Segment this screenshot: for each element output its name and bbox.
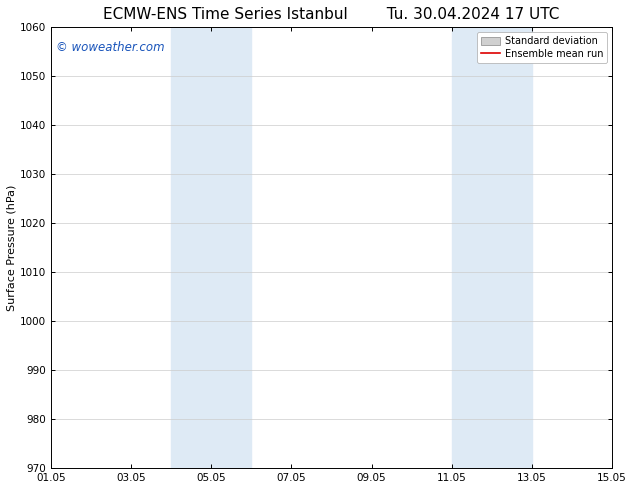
Y-axis label: Surface Pressure (hPa): Surface Pressure (hPa) (7, 185, 17, 311)
Text: © woweather.com: © woweather.com (56, 41, 165, 53)
Bar (171, 27, 251, 468)
Title: ECMW-ENS Time Series Istanbul        Tu. 30.04.2024 17 UTC: ECMW-ENS Time Series Istanbul Tu. 30.04.… (103, 7, 560, 22)
Bar (452, 27, 532, 468)
Legend: Standard deviation, Ensemble mean run: Standard deviation, Ensemble mean run (477, 32, 607, 63)
